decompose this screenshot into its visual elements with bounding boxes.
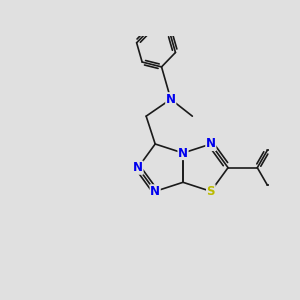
Text: N: N xyxy=(166,93,176,106)
Text: N: N xyxy=(206,137,216,151)
Text: N: N xyxy=(178,146,188,160)
Text: N: N xyxy=(150,185,160,198)
Text: N: N xyxy=(133,161,143,174)
Text: S: S xyxy=(207,185,215,198)
